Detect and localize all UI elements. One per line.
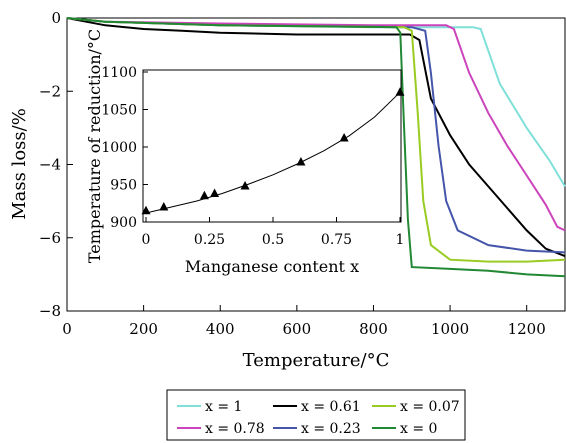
inset-data-point — [339, 133, 349, 142]
main-y-tick-label: −8 — [39, 302, 61, 320]
inset-data-point — [210, 188, 220, 197]
inset-y-axis-title: Temperature of reduction/°C — [85, 29, 104, 263]
main-x-tick-label: 1200 — [508, 320, 546, 338]
series-line-1 — [66, 17, 566, 232]
inset-x-tick-label: 0.75 — [321, 232, 352, 248]
main-series — [66, 17, 566, 278]
inset-x-tick-label: 0.25 — [194, 232, 225, 248]
main-x-tick-label: 400 — [206, 320, 235, 338]
main-x-tick-label: 0 — [62, 320, 72, 338]
inset-points — [141, 87, 405, 215]
legend: x = 1 x = 0.61 x = 0.07 x = 0.78 x = 0.23 x =… — [166, 389, 466, 441]
legend-label: x = 0 — [400, 421, 437, 437]
inset-data-point — [296, 157, 306, 166]
main-x-tick-label: 200 — [129, 320, 158, 338]
inset-x-axis-title: Manganese content x — [185, 257, 359, 276]
inset-y-tick-label: 1050 — [101, 103, 137, 119]
legend-label: x = 0.61 — [301, 399, 361, 415]
legend-label: x = 1 — [205, 399, 242, 415]
main-y-tick-label: −2 — [39, 82, 61, 100]
legend-label: x = 0.23 — [301, 421, 361, 437]
inset-y-tick-label: 1100 — [101, 65, 137, 81]
inset-background — [143, 70, 401, 222]
inset-x-tick-label: 1 — [396, 232, 405, 248]
main-plot: 0 200 400 600 800 1000 1200 0 −2 −4 −6 −8 Temperat… — [9, 9, 566, 371]
inset-x-ticks: 0 0.25 0.5 0.75 1 — [142, 217, 405, 248]
inset-y-ticks: 900 950 1000 1050 1100 — [101, 65, 148, 231]
legend-label: x = 0.07 — [400, 399, 460, 415]
main-x-tick-label: 600 — [283, 320, 312, 338]
main-x-axis-title: Temperature/°C — [243, 350, 390, 371]
main-y-tick-label: −6 — [39, 229, 61, 247]
series-line-5 — [66, 17, 566, 278]
main-x-tick-label: 800 — [359, 320, 388, 338]
inset-fit-curve — [145, 91, 401, 214]
inset-data-point — [199, 190, 209, 200]
inset-plot-frame — [142, 69, 402, 223]
main-y-tick-label: −4 — [39, 156, 61, 174]
inset-data-point — [395, 87, 405, 96]
inset-y-tick-label: 900 — [110, 215, 137, 231]
legend-label: x = 0.78 — [205, 421, 265, 437]
inset-y-tick-label: 950 — [110, 178, 137, 194]
inset-data-point — [141, 205, 151, 215]
legend-items: x = 1 x = 0.61 x = 0.07 x = 0.78 x = 0.23 x =… — [177, 399, 460, 437]
series-line-2 — [66, 17, 566, 258]
main-y-ticks: 0 −2 −4 −6 −8 — [39, 9, 73, 320]
inset-data-point — [159, 202, 169, 211]
main-y-axis-title: Mass loss/% — [9, 108, 30, 220]
main-x-ticks: 0 200 400 600 800 1000 1200 — [62, 305, 546, 338]
inset-x-tick-label: 0 — [142, 232, 151, 248]
inset-data-point — [240, 181, 250, 190]
main-x-tick-label: 1000 — [431, 320, 469, 338]
inset-plot: 0 0.25 0.5 0.75 1 900 950 1000 1050 1100 Mangane… — [85, 29, 405, 276]
legend-box — [166, 389, 466, 441]
main-y-tick-label: 0 — [51, 9, 61, 27]
inset-y-tick-label: 1000 — [101, 140, 137, 156]
inset-x-tick-label: 0.5 — [262, 232, 284, 248]
